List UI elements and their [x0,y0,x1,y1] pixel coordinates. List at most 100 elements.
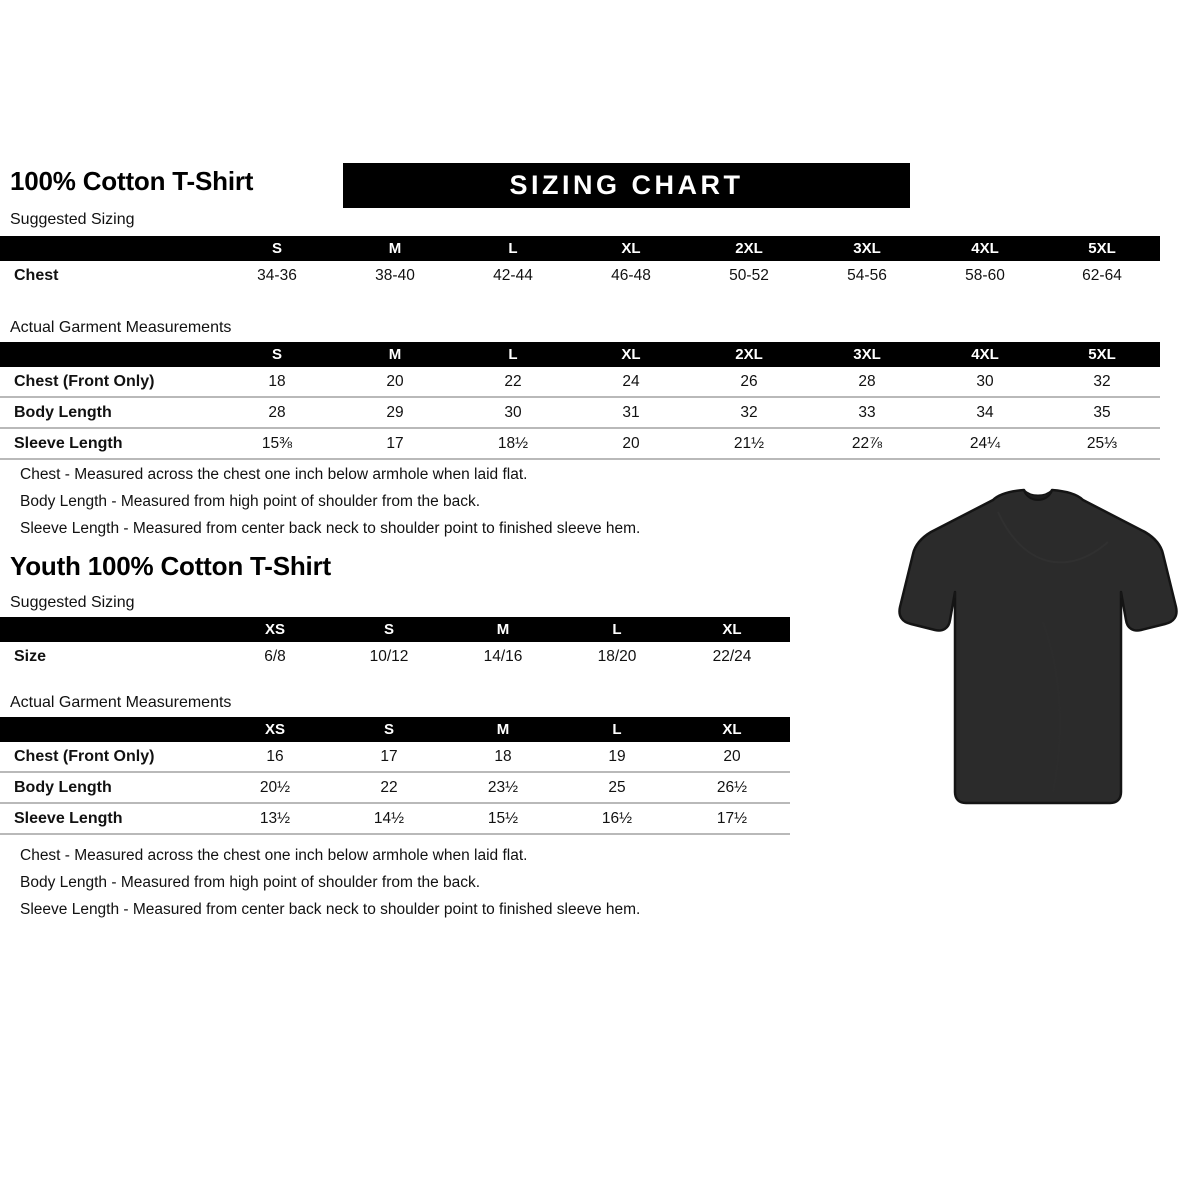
cell-bodylength-s: 28 [218,396,336,428]
cell-chestfront-s: 18 [268,373,286,390]
cell-chest-2xl: 50-52 [729,267,769,284]
table-row: Size 6/8 10/12 14/16 18/20 22/24 [0,642,790,671]
row-label-chest-front-only: Chest (Front Only) [14,373,155,390]
youth-note-chest: Chest - Measured across the chest one in… [20,847,528,864]
row-label-chest-front-only: Chest (Front Only) [14,748,155,765]
col-head-xl: XL [722,721,742,738]
cell-sleevelength-l: 16½ [560,802,674,835]
adult-suggested-table: S M L XL 2XL 3XL 4XL 5XL Chest 34-36 38-… [0,236,1160,290]
cell-sleevelength-m: 15½ [446,802,560,835]
cell-chest-l: 42-44 [493,267,533,284]
row-label-body-length: Body Length [0,771,218,803]
cell-sleevelength-5xl: 25⅓ [1044,427,1160,460]
col-head-m: M [388,346,402,363]
col-head-s: S [271,240,282,257]
table-row: Body Length 28 29 30 31 32 33 34 35 [0,396,1160,428]
adult-suggested-caption: Suggested Sizing [10,211,135,228]
table-row: Chest (Front Only) 16 17 18 19 20 [0,742,790,772]
youth-suggested-caption: Suggested Sizing [10,594,135,611]
cell-size-xs: 6/8 [264,648,286,665]
cell-chestfront-5xl: 32 [1093,373,1111,390]
sizing-chart-banner: SIZING CHART [343,163,910,208]
row-label-body-length: Body Length [0,396,218,428]
cell-chest-4xl: 58-60 [965,267,1005,284]
col-head-l: L [508,346,518,363]
row-label-sleeve-length: Sleeve Length [0,802,218,835]
col-head-blank [0,617,218,642]
cell-chestfront-3xl: 28 [858,373,876,390]
adult-note-chest: Chest - Measured across the chest one in… [20,466,528,483]
col-head-4xl: 4XL [971,240,999,257]
col-head-s: S [383,621,394,638]
col-head-blank [0,717,218,742]
col-head-xs: XS [264,621,285,638]
cell-chestfront-xl: 24 [622,373,640,390]
cell-bodylength-xs: 20½ [218,771,332,803]
table-row: Sleeve Length 15⅜ 17 18½ 20 21½ 22⅞ 24¼ … [0,427,1160,460]
col-head-xl: XL [722,621,742,638]
cell-size-m: 14/16 [483,648,523,665]
cell-bodylength-xl: 26½ [674,771,790,803]
table-header-row: S M L XL 2XL 3XL 4XL 5XL [0,342,1160,367]
col-head-blank [0,342,218,367]
cell-bodylength-l: 25 [560,771,674,803]
col-head-l: L [508,240,518,257]
col-head-5xl: 5XL [1088,346,1116,363]
cell-sleevelength-s: 15⅜ [218,427,336,460]
youth-garment-caption: Actual Garment Measurements [10,694,232,711]
adult-garment-caption: Actual Garment Measurements [10,319,232,336]
table-header-row: S M L XL 2XL 3XL 4XL 5XL [0,236,1160,261]
cell-chest-3xl: 54-56 [847,267,887,284]
black-tshirt-icon [898,488,1178,805]
cell-sleevelength-xl: 17½ [674,802,790,835]
table-header-row: XS S M L XL [0,617,790,642]
cell-sleevelength-2xl: 21½ [690,427,808,460]
cell-bodylength-3xl: 33 [808,396,926,428]
cell-sleevelength-l: 18½ [454,427,572,460]
youth-notes: Chest - Measured across the chest one in… [20,842,640,923]
cell-sleevelength-xl: 20 [572,427,690,460]
cell-bodylength-m: 23½ [446,771,560,803]
cell-sleevelength-s: 14½ [332,802,446,835]
youth-suggested-table: XS S M L XL Size 6/8 10/12 14/16 18/20 2… [0,617,790,671]
youth-note-body: Body Length - Measured from high point o… [20,874,481,891]
col-head-3xl: 3XL [853,346,881,363]
title-row: 100% Cotton T-Shirt SIZING CHART [10,163,1190,211]
cell-bodylength-2xl: 32 [690,396,808,428]
col-head-blank [0,236,218,261]
col-head-2xl: 2XL [735,240,763,257]
row-label-sleeve-length: Sleeve Length [0,427,218,460]
cell-size-s: 10/12 [369,648,409,665]
col-head-5xl: 5XL [1088,240,1116,257]
cell-bodylength-s: 22 [332,771,446,803]
cell-chest-s: 34-36 [257,267,297,284]
row-label-size: Size [14,648,47,665]
table-row: Sleeve Length 13½ 14½ 15½ 16½ 17½ [0,802,790,835]
col-head-m: M [388,240,402,257]
col-head-xl: XL [621,346,641,363]
youth-garment-table: XS S M L XL Chest (Front Only) 16 17 18 … [0,717,790,835]
col-head-xl: XL [621,240,641,257]
cell-bodylength-xl: 31 [572,396,690,428]
cell-size-l: 18/20 [597,648,637,665]
col-head-3xl: 3XL [853,240,881,257]
cell-chest-5xl: 62-64 [1082,267,1122,284]
col-head-m: M [496,621,510,638]
cell-bodylength-5xl: 35 [1044,396,1160,428]
cell-chestfront-2xl: 26 [740,373,758,390]
adult-note-sleeve: Sleeve Length - Measured from center bac… [20,520,641,537]
col-head-4xl: 4XL [971,346,999,363]
youth-note-sleeve: Sleeve Length - Measured from center bac… [20,901,641,918]
cell-chest-xl: 46-48 [611,267,651,284]
table-row: Chest 34-36 38-40 42-44 46-48 50-52 54-5… [0,261,1160,290]
cell-sleevelength-3xl: 22⅞ [808,427,926,460]
page-title: 100% Cotton T-Shirt [10,166,254,196]
col-head-l: L [612,621,622,638]
cell-chest-m: 38-40 [375,267,415,284]
tshirt-illustration [893,472,1183,807]
table-header-row: XS S M L XL [0,717,790,742]
cell-bodylength-l: 30 [454,396,572,428]
col-head-s: S [271,346,282,363]
col-head-m: M [496,721,510,738]
